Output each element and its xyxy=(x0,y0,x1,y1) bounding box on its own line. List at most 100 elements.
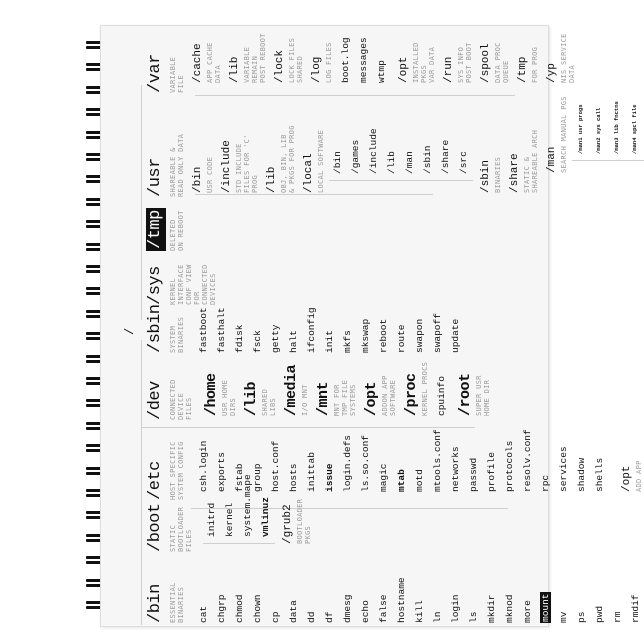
subdirectory-path[interactable]: /media xyxy=(283,364,300,416)
file-name[interactable]: mknod xyxy=(504,594,515,623)
file-name[interactable]: group xyxy=(252,463,263,492)
subdirectory-path[interactable]: /run xyxy=(443,56,455,83)
file-name[interactable]: halt xyxy=(288,330,299,353)
file-name[interactable]: /man xyxy=(404,151,415,174)
file-name[interactable]: mkfs xyxy=(342,330,353,353)
file-name[interactable]: /include xyxy=(368,128,379,174)
file-name[interactable]: kill xyxy=(414,600,425,623)
file-name[interactable]: ls xyxy=(468,611,479,623)
file-name[interactable]: swapoff xyxy=(432,313,443,353)
file-name[interactable]: init xyxy=(324,330,335,353)
file-name[interactable]: ln xyxy=(432,611,443,623)
file-name[interactable]: kernel xyxy=(224,502,235,537)
file-name[interactable]: pwd xyxy=(594,605,605,623)
file-name[interactable]: hostname xyxy=(396,577,407,623)
file-name[interactable]: vmlinuz xyxy=(260,497,271,537)
file-name[interactable]: echo xyxy=(360,600,371,623)
file-name[interactable]: mkdir xyxy=(486,594,497,623)
file-name[interactable]: fsck xyxy=(252,330,263,353)
file-name[interactable]: fasthalt xyxy=(216,307,227,353)
file-name[interactable]: shadow xyxy=(576,457,587,492)
subdirectory-path[interactable]: /local xyxy=(303,153,315,193)
file-name[interactable]: initrd xyxy=(206,502,217,537)
file-name[interactable]: ifconfig xyxy=(306,307,317,353)
file-name[interactable]: dd xyxy=(306,611,317,623)
file-name[interactable]: update xyxy=(450,318,461,353)
file-name[interactable]: df xyxy=(324,611,335,623)
file-name[interactable]: cat xyxy=(198,605,209,623)
file-name[interactable]: issue xyxy=(324,463,335,492)
subdirectory-path[interactable]: /mnt xyxy=(315,381,332,416)
subdirectory-path[interactable]: /spool xyxy=(480,43,492,83)
file-name[interactable]: route xyxy=(396,324,407,353)
file-name[interactable]: /games xyxy=(350,139,361,174)
subdirectory-path[interactable]: /cache xyxy=(192,43,204,83)
file-name[interactable]: login.defs xyxy=(342,434,353,492)
subdirectory-path[interactable]: /tmp xyxy=(517,56,529,83)
file-name[interactable]: /share xyxy=(440,139,451,174)
file-name[interactable]: host.conf xyxy=(270,440,281,492)
file-name[interactable]: mkswap xyxy=(360,318,371,353)
file-name[interactable]: getty xyxy=(270,324,281,353)
directory-header-sbin[interactable]: /sbin xyxy=(146,304,165,353)
file-name[interactable]: ls.so.conf xyxy=(360,434,371,492)
subdirectory-path[interactable]: /opt xyxy=(363,381,380,416)
file-name[interactable]: cpuinfo xyxy=(436,376,447,416)
directory-header-boot[interactable]: /boot xyxy=(146,503,165,552)
file-name[interactable]: /man1 usr progs xyxy=(577,104,584,154)
file-name[interactable]: rmdif xyxy=(630,594,641,623)
file-name[interactable]: /man2 sys call xyxy=(595,107,602,154)
subdirectory-path[interactable]: /bin xyxy=(192,166,204,193)
file-name[interactable]: fdisk xyxy=(234,324,245,353)
file-name[interactable]: chgrp xyxy=(216,594,227,623)
file-name[interactable]: protocols xyxy=(504,440,515,492)
directory-header-usr[interactable]: /usr xyxy=(146,158,165,197)
file-name[interactable]: exports xyxy=(216,452,227,492)
file-name[interactable]: /sbin xyxy=(422,145,433,174)
directory-header-sys[interactable]: /sys xyxy=(146,266,165,305)
subdirectory-path[interactable]: /lib xyxy=(229,56,241,83)
file-name[interactable]: dmesg xyxy=(342,594,353,623)
file-name[interactable]: mount xyxy=(540,592,551,623)
file-name[interactable]: /man4 spcl file xyxy=(631,104,638,154)
subdirectory-path[interactable]: /home xyxy=(203,373,220,416)
file-name[interactable]: motd xyxy=(414,469,425,492)
subdirectory-path[interactable]: /share xyxy=(509,153,521,193)
directory-header-var[interactable]: /var xyxy=(146,54,165,93)
file-name[interactable]: login xyxy=(450,594,461,623)
subdirectory-path[interactable]: /lock xyxy=(274,49,286,83)
subdirectory-path[interactable]: /opt xyxy=(621,465,633,492)
file-name[interactable]: chmod xyxy=(234,594,245,623)
file-name[interactable]: shells xyxy=(594,457,605,492)
subdirectory-path[interactable]: /sbin xyxy=(480,159,492,193)
file-name[interactable]: profile xyxy=(486,452,497,492)
file-name[interactable]: /lib xyxy=(386,151,397,174)
subdirectory-path[interactable]: /man xyxy=(546,146,558,173)
file-name[interactable]: magic xyxy=(378,463,389,492)
subdirectory-path[interactable]: /opt xyxy=(398,56,410,83)
file-name[interactable]: ps xyxy=(576,611,587,623)
subdirectory-path[interactable]: /root xyxy=(457,373,474,416)
file-name[interactable]: messages xyxy=(358,37,369,83)
file-name[interactable]: /src xyxy=(458,151,469,174)
file-name[interactable]: rpc xyxy=(540,474,551,492)
directory-header-dev[interactable]: /dev xyxy=(146,381,165,420)
file-name[interactable]: more xyxy=(522,600,533,623)
file-name[interactable]: fstab xyxy=(234,463,245,492)
file-name[interactable]: csh.login xyxy=(198,440,209,492)
file-name[interactable]: mv xyxy=(558,611,569,623)
file-name[interactable]: /man3 lib fnctns xyxy=(613,101,620,154)
file-name[interactable]: passwd xyxy=(468,457,479,492)
file-name[interactable]: boot.log xyxy=(340,37,351,83)
directory-header-tmp[interactable]: /tmp xyxy=(146,208,166,251)
file-name[interactable]: fastboot xyxy=(198,307,209,353)
file-name[interactable]: reboot xyxy=(378,318,389,353)
directory-header-etc[interactable]: /etc xyxy=(146,461,165,500)
subdirectory-path[interactable]: /proc xyxy=(403,373,420,416)
file-name[interactable]: resolv.conf xyxy=(522,429,533,492)
file-name[interactable]: networks xyxy=(450,446,461,492)
file-name[interactable]: mtab xyxy=(396,469,407,492)
subdirectory-path[interactable]: /lib xyxy=(243,381,260,416)
file-name[interactable]: inittab xyxy=(306,452,317,492)
file-name[interactable]: mtools.conf xyxy=(432,429,443,492)
